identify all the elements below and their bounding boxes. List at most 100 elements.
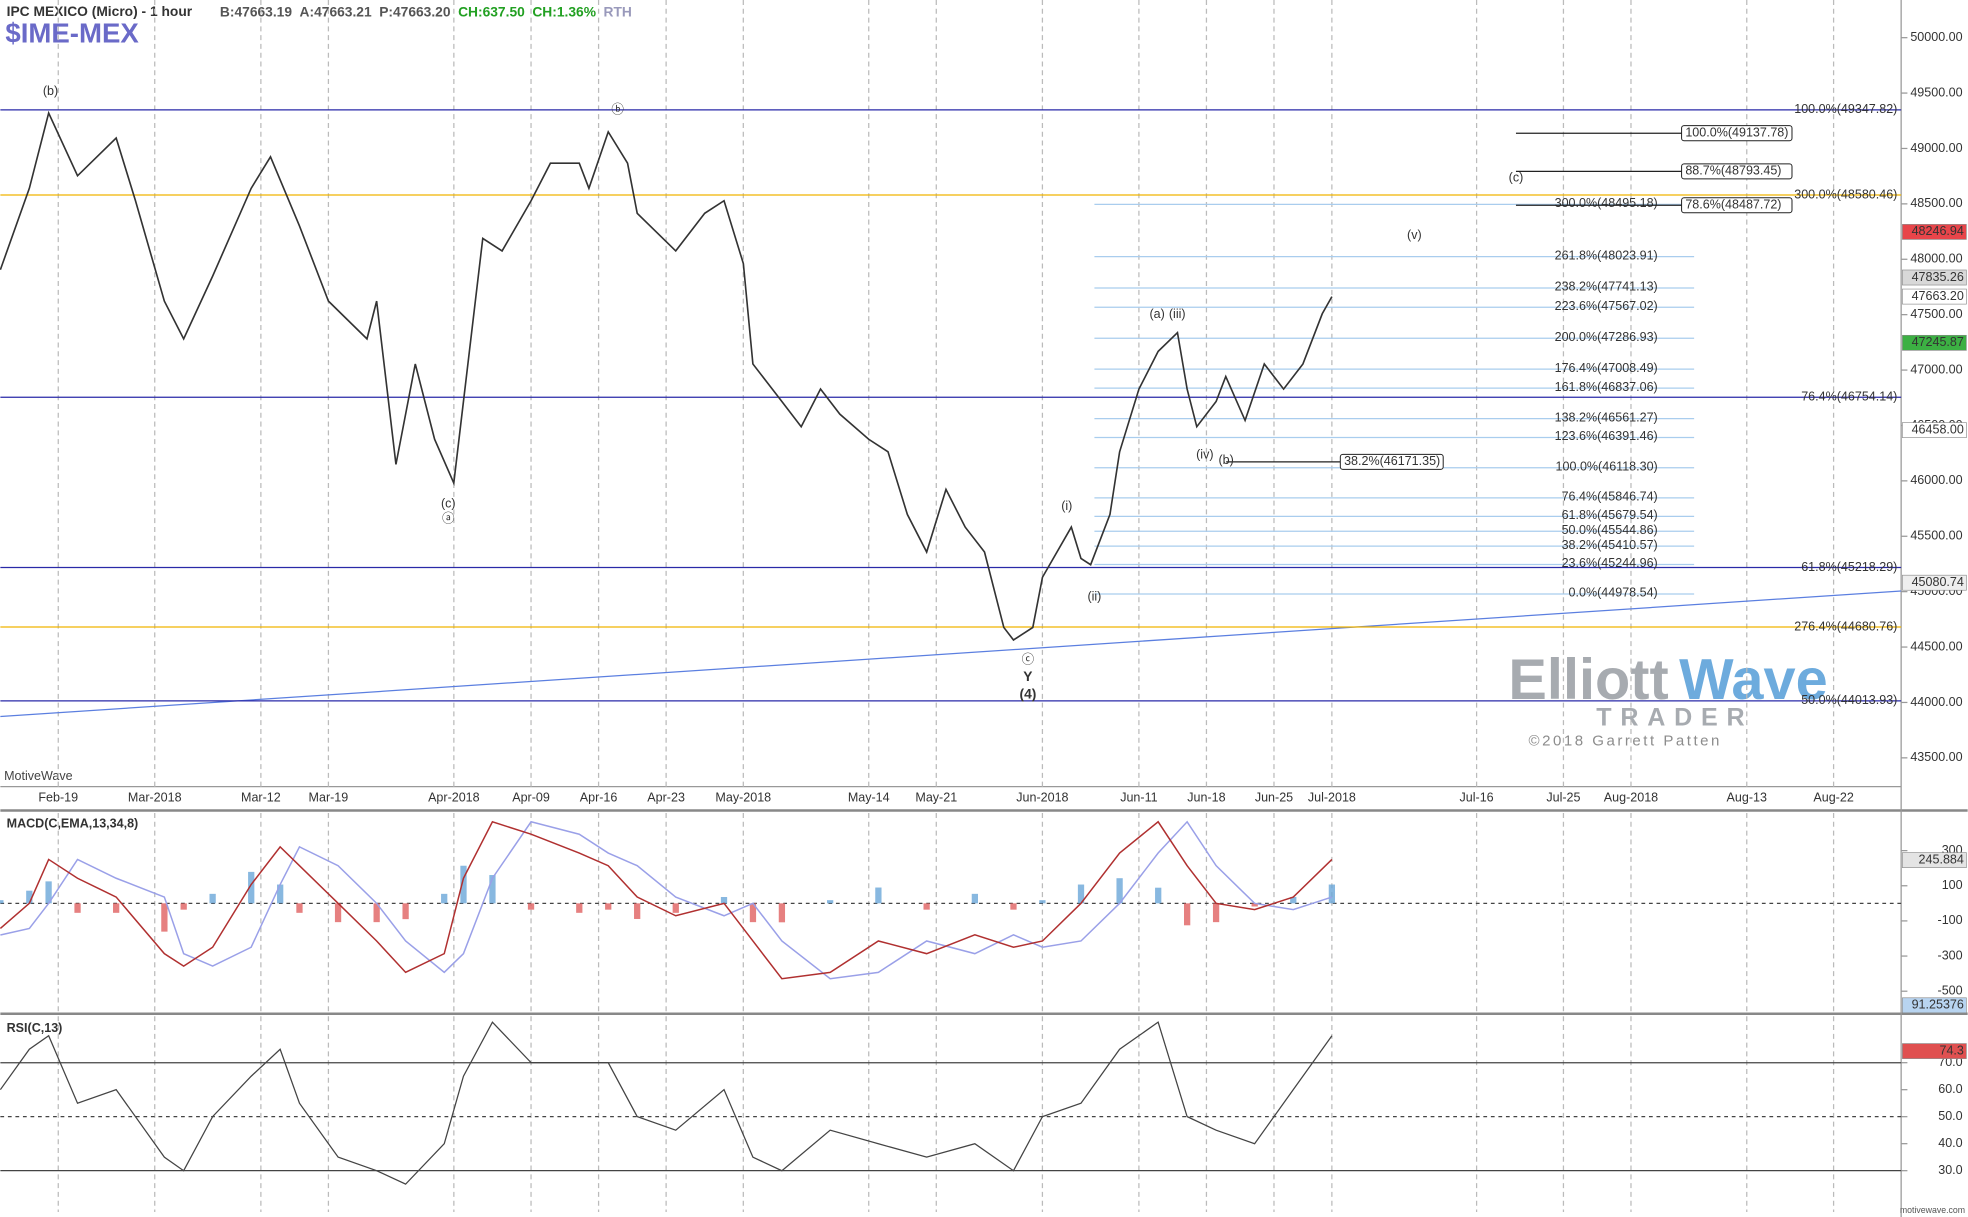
price-tag (1902, 1043, 1967, 1059)
y-tick-label: 49500.00 (1910, 85, 1962, 99)
price-tag-label: 48246.94 (1912, 224, 1964, 238)
histogram-bar (45, 881, 52, 904)
rsi-line (0, 1021, 1333, 1185)
fib-label: 300.0%(48580.46) (1794, 187, 1897, 201)
histogram-bar (634, 903, 641, 919)
fib-label: 76.4%(45846.74) (1562, 490, 1658, 504)
y-tick-label: 30.0 (1938, 1163, 1962, 1177)
platform-label: MotiveWave (4, 769, 73, 783)
y-tick-label: 44500.00 (1910, 639, 1962, 653)
x-tick-label: Jul-2018 (1308, 790, 1356, 804)
brand: Elliott (1508, 648, 1668, 712)
histogram-bar (277, 884, 284, 904)
copyright: ©2018 Garrett Patten (1529, 732, 1722, 749)
quote-stat: P:47663.20 (379, 4, 451, 19)
histogram-bar (26, 890, 33, 904)
macd-line (0, 820, 1333, 980)
histogram-bar (672, 903, 679, 913)
macd-line (0, 820, 1333, 980)
panel-title: MACD(C,EMA,13,34,8) (7, 817, 139, 831)
quote-stats: B:47663.19 A:47663.21 P:47663.20 CH:637.50 C… (220, 4, 632, 19)
histogram-bar (209, 893, 216, 904)
wave-label: (b) (43, 84, 58, 98)
x-tick-label: Apr-16 (580, 790, 618, 804)
histogram-bar (1077, 884, 1085, 904)
histogram-bar (489, 875, 496, 904)
panel-title: RSI(C,13) (7, 1021, 63, 1035)
histogram-bar (402, 903, 409, 920)
histogram-bar (161, 903, 168, 932)
fib-label: 261.8%(48023.91) (1555, 248, 1658, 262)
symbol: $IME-MEX (5, 17, 139, 48)
target-label: 78.6%(48487.72) (1685, 198, 1781, 212)
histogram-bar (74, 903, 81, 913)
wave-label: (iii) (1169, 307, 1186, 321)
histogram-bar (605, 903, 612, 910)
wave-label: (iv) (1196, 448, 1213, 462)
target-label: 100.0%(49137.78) (1685, 126, 1788, 140)
histogram-bar (527, 903, 535, 910)
x-tick-label: Apr-2018 (428, 790, 480, 804)
y-tick-label: -300 (1938, 948, 1963, 962)
histogram-bar (1184, 903, 1191, 926)
x-tick-label: Jun-25 (1255, 790, 1293, 804)
y-tick-label: -500 (1938, 984, 1963, 998)
y-tick-label: 47500.00 (1910, 307, 1962, 321)
price-line (0, 110, 1333, 642)
y-tick-label: 47000.00 (1910, 362, 1962, 376)
price-tag-label: 47663.20 (1912, 289, 1964, 303)
quote-stat: A:47663.21 (300, 4, 372, 19)
wave-label: (4) (1019, 687, 1036, 702)
histogram-bar (113, 903, 120, 913)
y-tick-label: 60.0 (1938, 1082, 1962, 1096)
histogram-bar (778, 903, 786, 923)
wave-label: ⓒ (1022, 652, 1035, 666)
histogram-bar (0, 900, 4, 904)
wave-label: ⓐ (442, 512, 455, 526)
fib-label: 100.0%(49347.82) (1794, 102, 1897, 116)
price-tag-label: 91.25376 (1912, 998, 1964, 1012)
y-tick-label: -100 (1938, 913, 1963, 927)
histogram-bar (1155, 887, 1162, 904)
histogram-bar (1328, 884, 1336, 904)
x-tick-label: Mar-2018 (128, 790, 182, 804)
x-tick-label: Apr-23 (647, 790, 685, 804)
wave-label: (v) (1407, 228, 1422, 242)
y-tick-label: 45500.00 (1910, 529, 1962, 543)
histogram-bar (460, 865, 467, 904)
histogram-bar (1010, 903, 1017, 910)
fib-label: 161.8%(46837.06) (1555, 380, 1658, 394)
brand: TRADER (1596, 704, 1753, 732)
histogram-bar (576, 903, 583, 913)
histogram-bar (441, 893, 448, 904)
target-label: 88.7%(48793.45) (1685, 164, 1781, 178)
target-box (1681, 197, 1793, 214)
price-tag-label: 47245.87 (1912, 335, 1964, 349)
wave-label: (i) (1061, 499, 1072, 513)
y-tick-label: 46000.00 (1910, 473, 1962, 487)
price-tag (1902, 997, 1967, 1014)
histogram-bar (334, 903, 342, 923)
fib-label: 300.0%(48495.18) (1555, 196, 1658, 210)
site-label: motivewave.com (1900, 1205, 1965, 1215)
target-label: 38.2%(46171.35) (1344, 454, 1440, 468)
x-tick-label: Jul-25 (1546, 790, 1580, 804)
x-tick-label: Jul-16 (1460, 790, 1494, 804)
wave-label: (b) (1218, 453, 1233, 467)
x-tick-label: Mar-12 (241, 790, 281, 804)
fib-label: 223.6%(47567.02) (1555, 299, 1658, 313)
price-tag-label: 45080.74 (1912, 575, 1964, 589)
quote-stat: RTH (604, 4, 632, 19)
price-tag-label: 74.3 (1939, 1043, 1963, 1057)
x-tick-label: Apr-09 (512, 790, 550, 804)
quote-stat: CH:1.36% (532, 4, 596, 19)
fib-label: 50.0%(44013.93) (1801, 693, 1897, 707)
target-box (1681, 125, 1793, 142)
price-tag (1902, 574, 1967, 591)
histogram-bar (749, 903, 757, 923)
histogram-bar (373, 903, 380, 923)
fib-label: 0.0%(44978.54) (1569, 586, 1658, 600)
x-tick-label: May-21 (915, 790, 957, 804)
histogram-bar (827, 900, 834, 904)
